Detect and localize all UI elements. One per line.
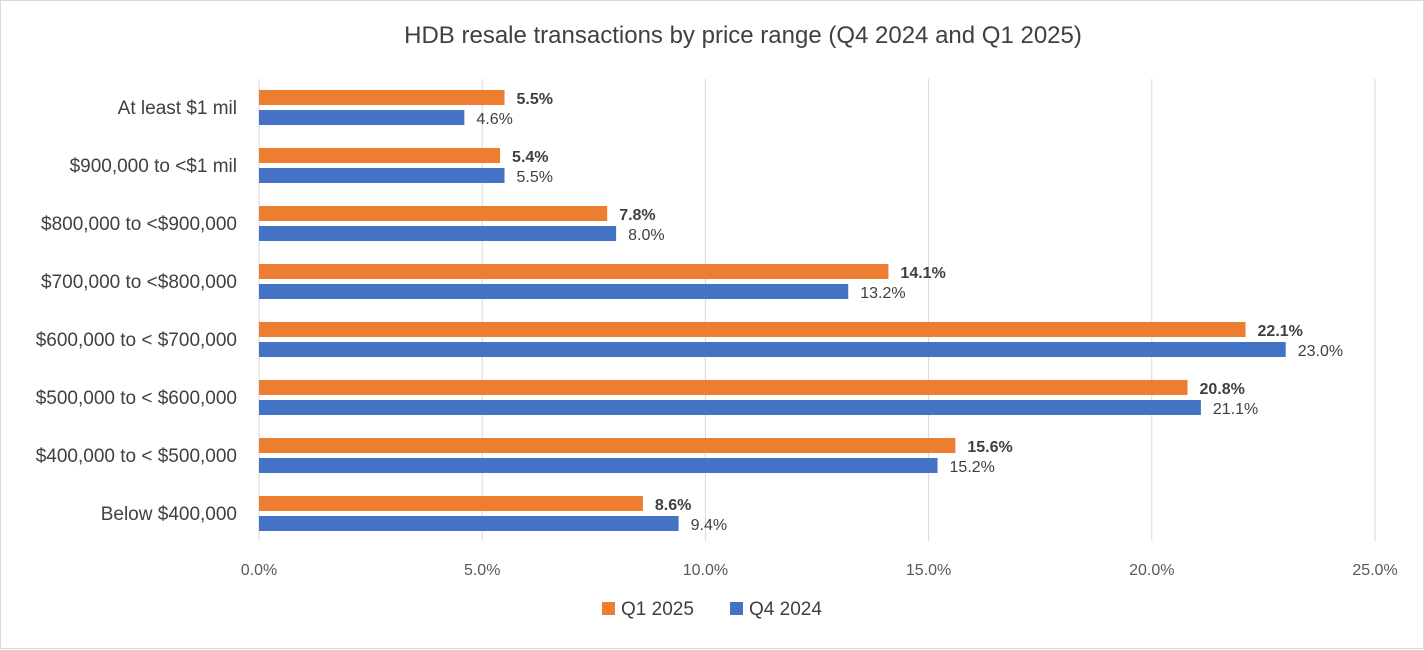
x-tick-label: 15.0%	[906, 562, 951, 579]
x-tick-label: 20.0%	[1129, 562, 1174, 579]
bar-q4-2024	[259, 226, 617, 241]
category-label: At least $1 mil	[118, 98, 237, 119]
bar-q1-2025	[259, 380, 1188, 395]
bar-q4-2024	[259, 110, 465, 125]
data-label: 5.5%	[517, 169, 553, 186]
category-label: $900,000 to <$1 mil	[70, 156, 237, 177]
category-label: $800,000 to <$900,000	[41, 214, 237, 235]
data-label: 5.4%	[512, 149, 548, 166]
data-label: 21.1%	[1213, 401, 1258, 418]
category-label: Below $400,000	[101, 504, 237, 525]
legend-swatch	[602, 602, 615, 615]
category-label: $700,000 to <$800,000	[41, 272, 237, 293]
legend-label: Q1 2025	[621, 599, 694, 620]
bar-q1-2025	[259, 206, 608, 221]
data-label: 7.8%	[619, 207, 655, 224]
x-tick-labels: 0.0% 5.0% 10.0% 15.0% 20.0% 25.0%	[241, 562, 1398, 579]
bar-q1-2025	[259, 438, 956, 453]
bar-q1-2025	[259, 322, 1246, 337]
data-label: 9.4%	[691, 517, 727, 534]
x-tick-label: 10.0%	[683, 562, 728, 579]
data-label: 8.6%	[655, 497, 691, 514]
data-label: 13.2%	[860, 285, 905, 302]
bars	[259, 90, 1286, 531]
bar-q4-2024	[259, 168, 505, 183]
legend-swatch	[730, 602, 743, 615]
bar-q4-2024	[259, 400, 1201, 415]
data-label: 15.6%	[967, 439, 1012, 456]
category-label: $600,000 to < $700,000	[36, 330, 237, 351]
x-tick-label: 0.0%	[241, 562, 277, 579]
bar-q4-2024	[259, 516, 679, 531]
category-labels: At least $1 mil $900,000 to <$1 mil $800,0…	[36, 98, 237, 525]
data-label: 15.2%	[950, 459, 995, 476]
x-tick-label: 5.0%	[464, 562, 500, 579]
data-label: 14.1%	[900, 265, 945, 282]
data-label: 22.1%	[1258, 323, 1303, 340]
data-labels: 5.5% 4.6% 5.4% 5.5% 7.8% 8.0% 14.1% 13.2% 22.1% 2…	[476, 91, 1343, 534]
bar-q1-2025	[259, 90, 505, 105]
data-label: 23.0%	[1298, 343, 1343, 360]
data-label: 4.6%	[476, 111, 512, 128]
bar-q1-2025	[259, 264, 889, 279]
data-label: 5.5%	[517, 91, 553, 108]
bar-q1-2025	[259, 496, 643, 511]
legend: Q1 2025 Q4 2024	[602, 599, 822, 620]
bar-q4-2024	[259, 342, 1286, 357]
bar-q4-2024	[259, 284, 849, 299]
data-label: 8.0%	[628, 227, 664, 244]
x-tick-label: 25.0%	[1352, 562, 1397, 579]
category-label: $500,000 to < $600,000	[36, 388, 237, 409]
bar-q1-2025	[259, 148, 501, 163]
chart-title: HDB resale transactions by price range (…	[404, 22, 1082, 49]
data-label: 20.8%	[1200, 381, 1245, 398]
legend-label: Q4 2024	[749, 599, 822, 620]
bar-q4-2024	[259, 458, 938, 473]
category-label: $400,000 to < $500,000	[36, 446, 237, 467]
